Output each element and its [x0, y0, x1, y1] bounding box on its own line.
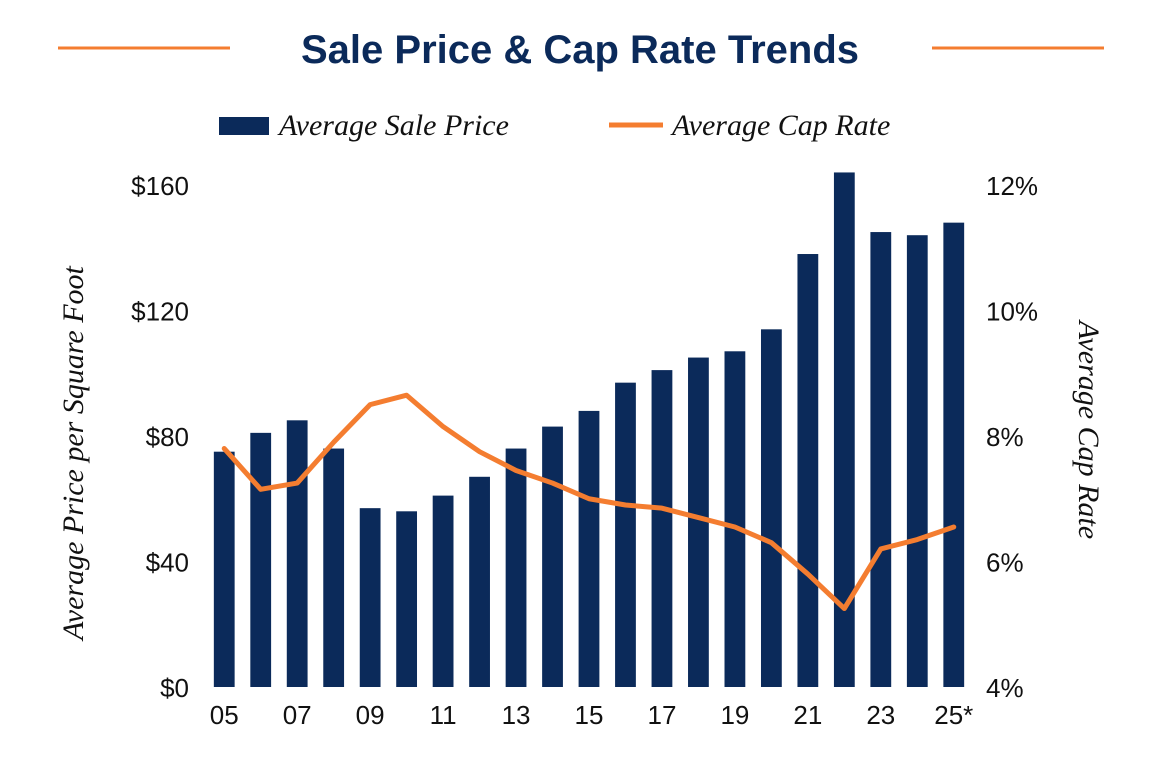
y2-tick-label: 10% [986, 297, 1038, 327]
bar-14 [542, 426, 563, 687]
line-series [221, 392, 957, 612]
bar-06 [250, 432, 272, 687]
x-tick-label: 23 [866, 700, 895, 730]
bar-16 [615, 382, 636, 687]
x-tick-label: 05 [210, 700, 239, 730]
y2-tick-label: 4% [986, 673, 1024, 703]
bar-25* [943, 222, 965, 687]
x-tick-label: 07 [283, 700, 312, 730]
bar-21 [797, 254, 819, 687]
y-axis-ticks: $0 $40 $80 $120 $160 [131, 171, 189, 703]
bar-05 [213, 451, 235, 687]
y2-tick-label: 8% [986, 422, 1024, 452]
y-tick-label: $80 [146, 422, 189, 452]
chart-title: Sale Price & Cap Rate Trends [301, 28, 859, 72]
bar-series [213, 172, 965, 687]
x-tick-label: 09 [356, 700, 385, 730]
bar-18 [688, 357, 709, 687]
y2-tick-label: 6% [986, 548, 1024, 578]
x-tick-label: 15 [575, 700, 604, 730]
y-tick-label: $40 [146, 548, 189, 578]
bar-22 [833, 172, 855, 687]
y2-tick-label: 12% [986, 171, 1038, 201]
y2-axis-label: Average Cap Rate [1072, 319, 1105, 539]
bar-15 [578, 410, 600, 687]
bar-19 [724, 351, 746, 687]
x-tick-label: 25* [934, 700, 973, 730]
x-axis-ticks: 05 07 09 11 13 15 17 19 21 23 25* [210, 700, 974, 730]
y-tick-label: $120 [131, 297, 189, 327]
y-tick-label: $0 [160, 673, 189, 703]
legend-bar-label: Average Sale Price [277, 109, 509, 142]
y2-axis-ticks: 4% 6% 8% 10% 12% [986, 171, 1038, 703]
x-tick-label: 19 [720, 700, 749, 730]
bar-09 [359, 508, 381, 687]
bar-11 [432, 495, 454, 687]
bar-10 [396, 511, 418, 687]
x-tick-label: 21 [793, 700, 822, 730]
y-tick-label: $160 [131, 171, 189, 201]
bar-23 [870, 232, 892, 687]
bar-13 [505, 448, 527, 687]
bar-24 [906, 235, 928, 687]
legend-bar-swatch [219, 117, 269, 135]
bar-12 [469, 476, 490, 687]
bar-20 [760, 329, 782, 687]
legend-line-label: Average Cap Rate [670, 109, 890, 142]
bar-17 [651, 370, 673, 687]
y-axis-label: Average Price per Square Foot [57, 265, 90, 641]
x-tick-label: 13 [502, 700, 531, 730]
x-tick-label: 11 [430, 700, 457, 730]
bar-07 [286, 420, 308, 687]
x-tick-label: 17 [647, 700, 676, 730]
cap-rate-line [221, 392, 957, 612]
bar-08 [323, 448, 345, 687]
